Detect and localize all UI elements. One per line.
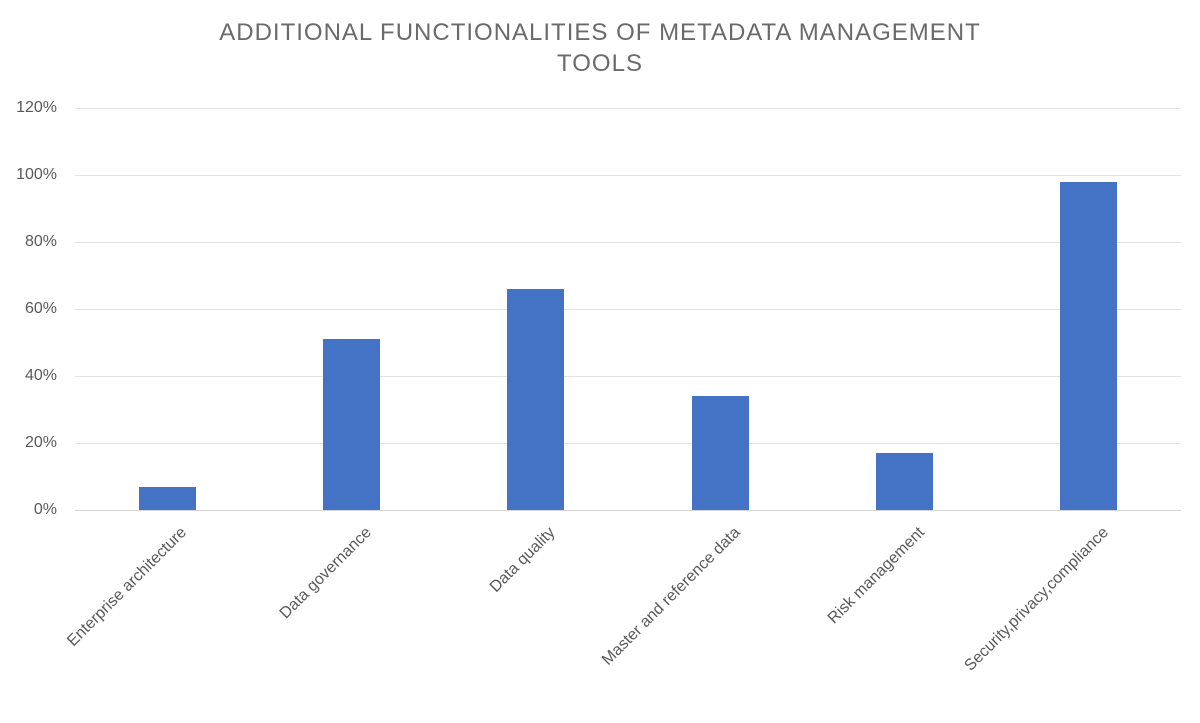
chart-title-line-2: TOOLS: [557, 50, 643, 77]
bar-data-governance: [323, 339, 380, 510]
chart-title-line-1: ADDITIONAL FUNCTIONALITIES OF METADATA M…: [219, 19, 981, 46]
gridline: [75, 175, 1181, 176]
x-category-label: Risk management: [824, 524, 928, 628]
y-tick-label: 20%: [24, 434, 57, 451]
gridline: [75, 108, 1181, 109]
bar-risk-management: [876, 453, 933, 510]
x-category-label: Security,privacy,compliance: [961, 524, 1112, 675]
gridline: [75, 309, 1181, 310]
y-tick-label: 0%: [33, 501, 57, 518]
gridline: [75, 376, 1181, 377]
x-axis-line: [75, 510, 1181, 511]
bar-security-privacy-compliance: [1060, 181, 1118, 510]
x-category-label: Enterprise architecture: [64, 524, 191, 650]
x-category-label: Master and reference data: [598, 524, 744, 669]
chart-title: ADDITIONAL FUNCTIONALITIES OF METADATA M…: [0, 17, 1200, 79]
y-tick-label: 100%: [16, 166, 57, 183]
bar-master-and-reference-data: [691, 396, 749, 510]
x-category-label: Data quality: [487, 524, 559, 596]
bar-data-quality: [507, 288, 565, 510]
y-tick-label: 40%: [24, 367, 57, 384]
y-tick-label: 80%: [24, 233, 57, 250]
y-tick-label: 60%: [24, 300, 57, 317]
bar-enterprise-architecture: [138, 486, 196, 510]
gridline: [75, 242, 1181, 243]
x-category-label: Data governance: [276, 524, 375, 623]
gridline: [75, 443, 1181, 444]
y-tick-label: 120%: [16, 99, 57, 116]
